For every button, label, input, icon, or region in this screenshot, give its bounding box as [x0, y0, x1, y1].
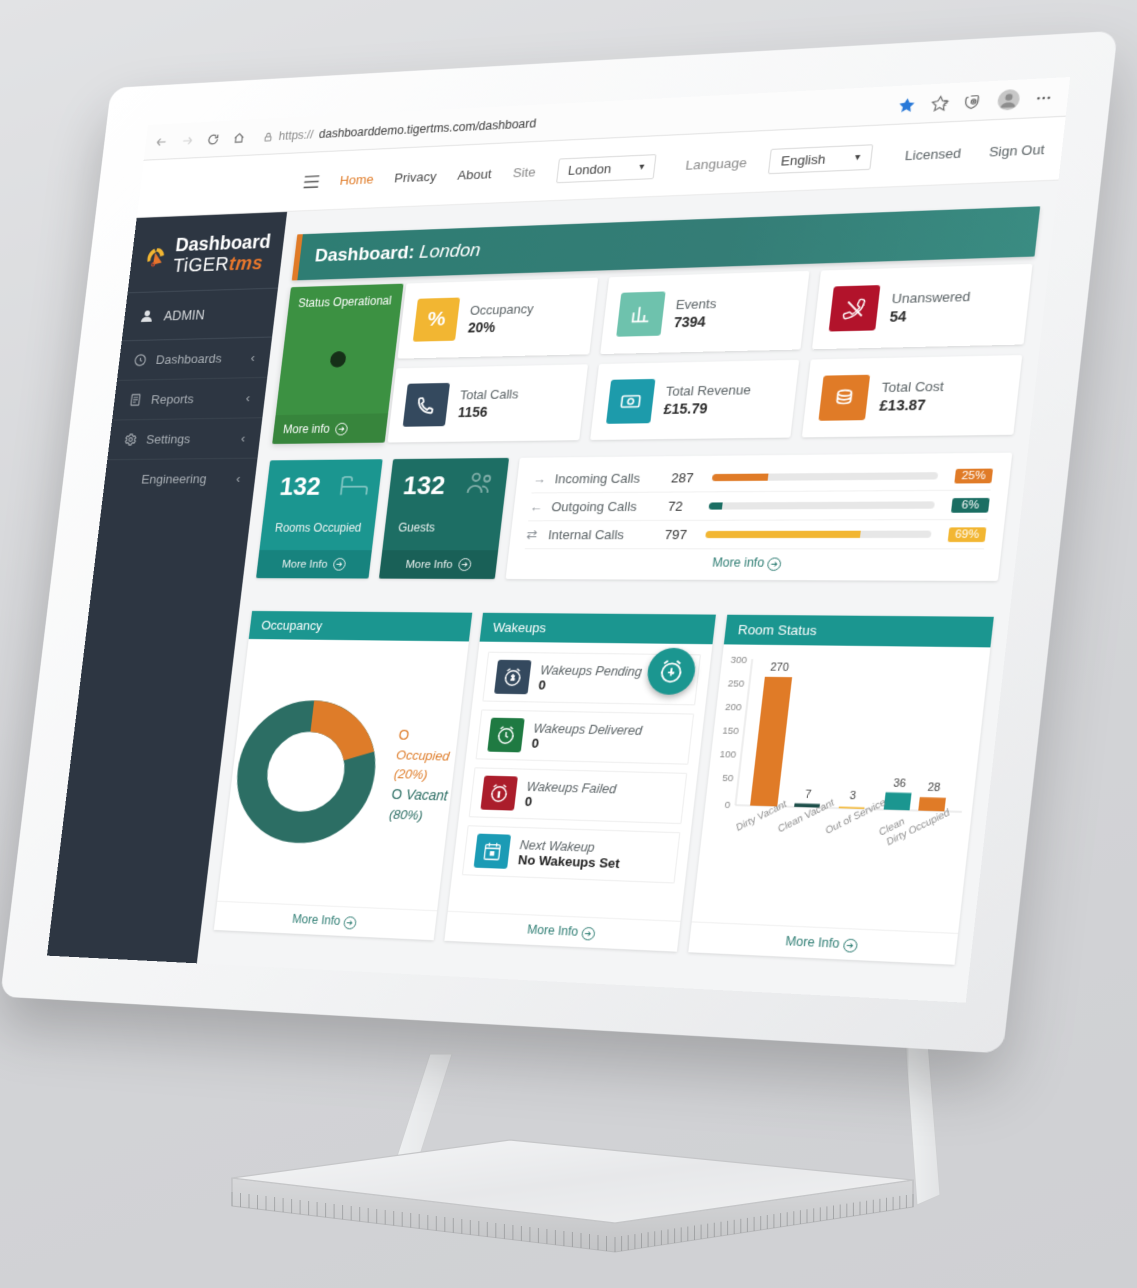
svg-text:250: 250 [727, 677, 745, 689]
svg-text:!: ! [497, 792, 500, 800]
svg-text:100: 100 [719, 748, 737, 760]
svg-text:50: 50 [722, 772, 734, 784]
svg-text:150: 150 [722, 725, 740, 737]
svg-text:3: 3 [849, 790, 857, 803]
svg-text:300: 300 [730, 654, 748, 665]
svg-text:200: 200 [724, 701, 742, 713]
svg-text:270: 270 [770, 662, 790, 675]
svg-text:36: 36 [893, 777, 907, 790]
svg-text:0: 0 [724, 799, 731, 810]
svg-text:Z: Z [511, 676, 515, 683]
svg-text:7: 7 [804, 789, 812, 802]
svg-text:28: 28 [927, 782, 941, 795]
